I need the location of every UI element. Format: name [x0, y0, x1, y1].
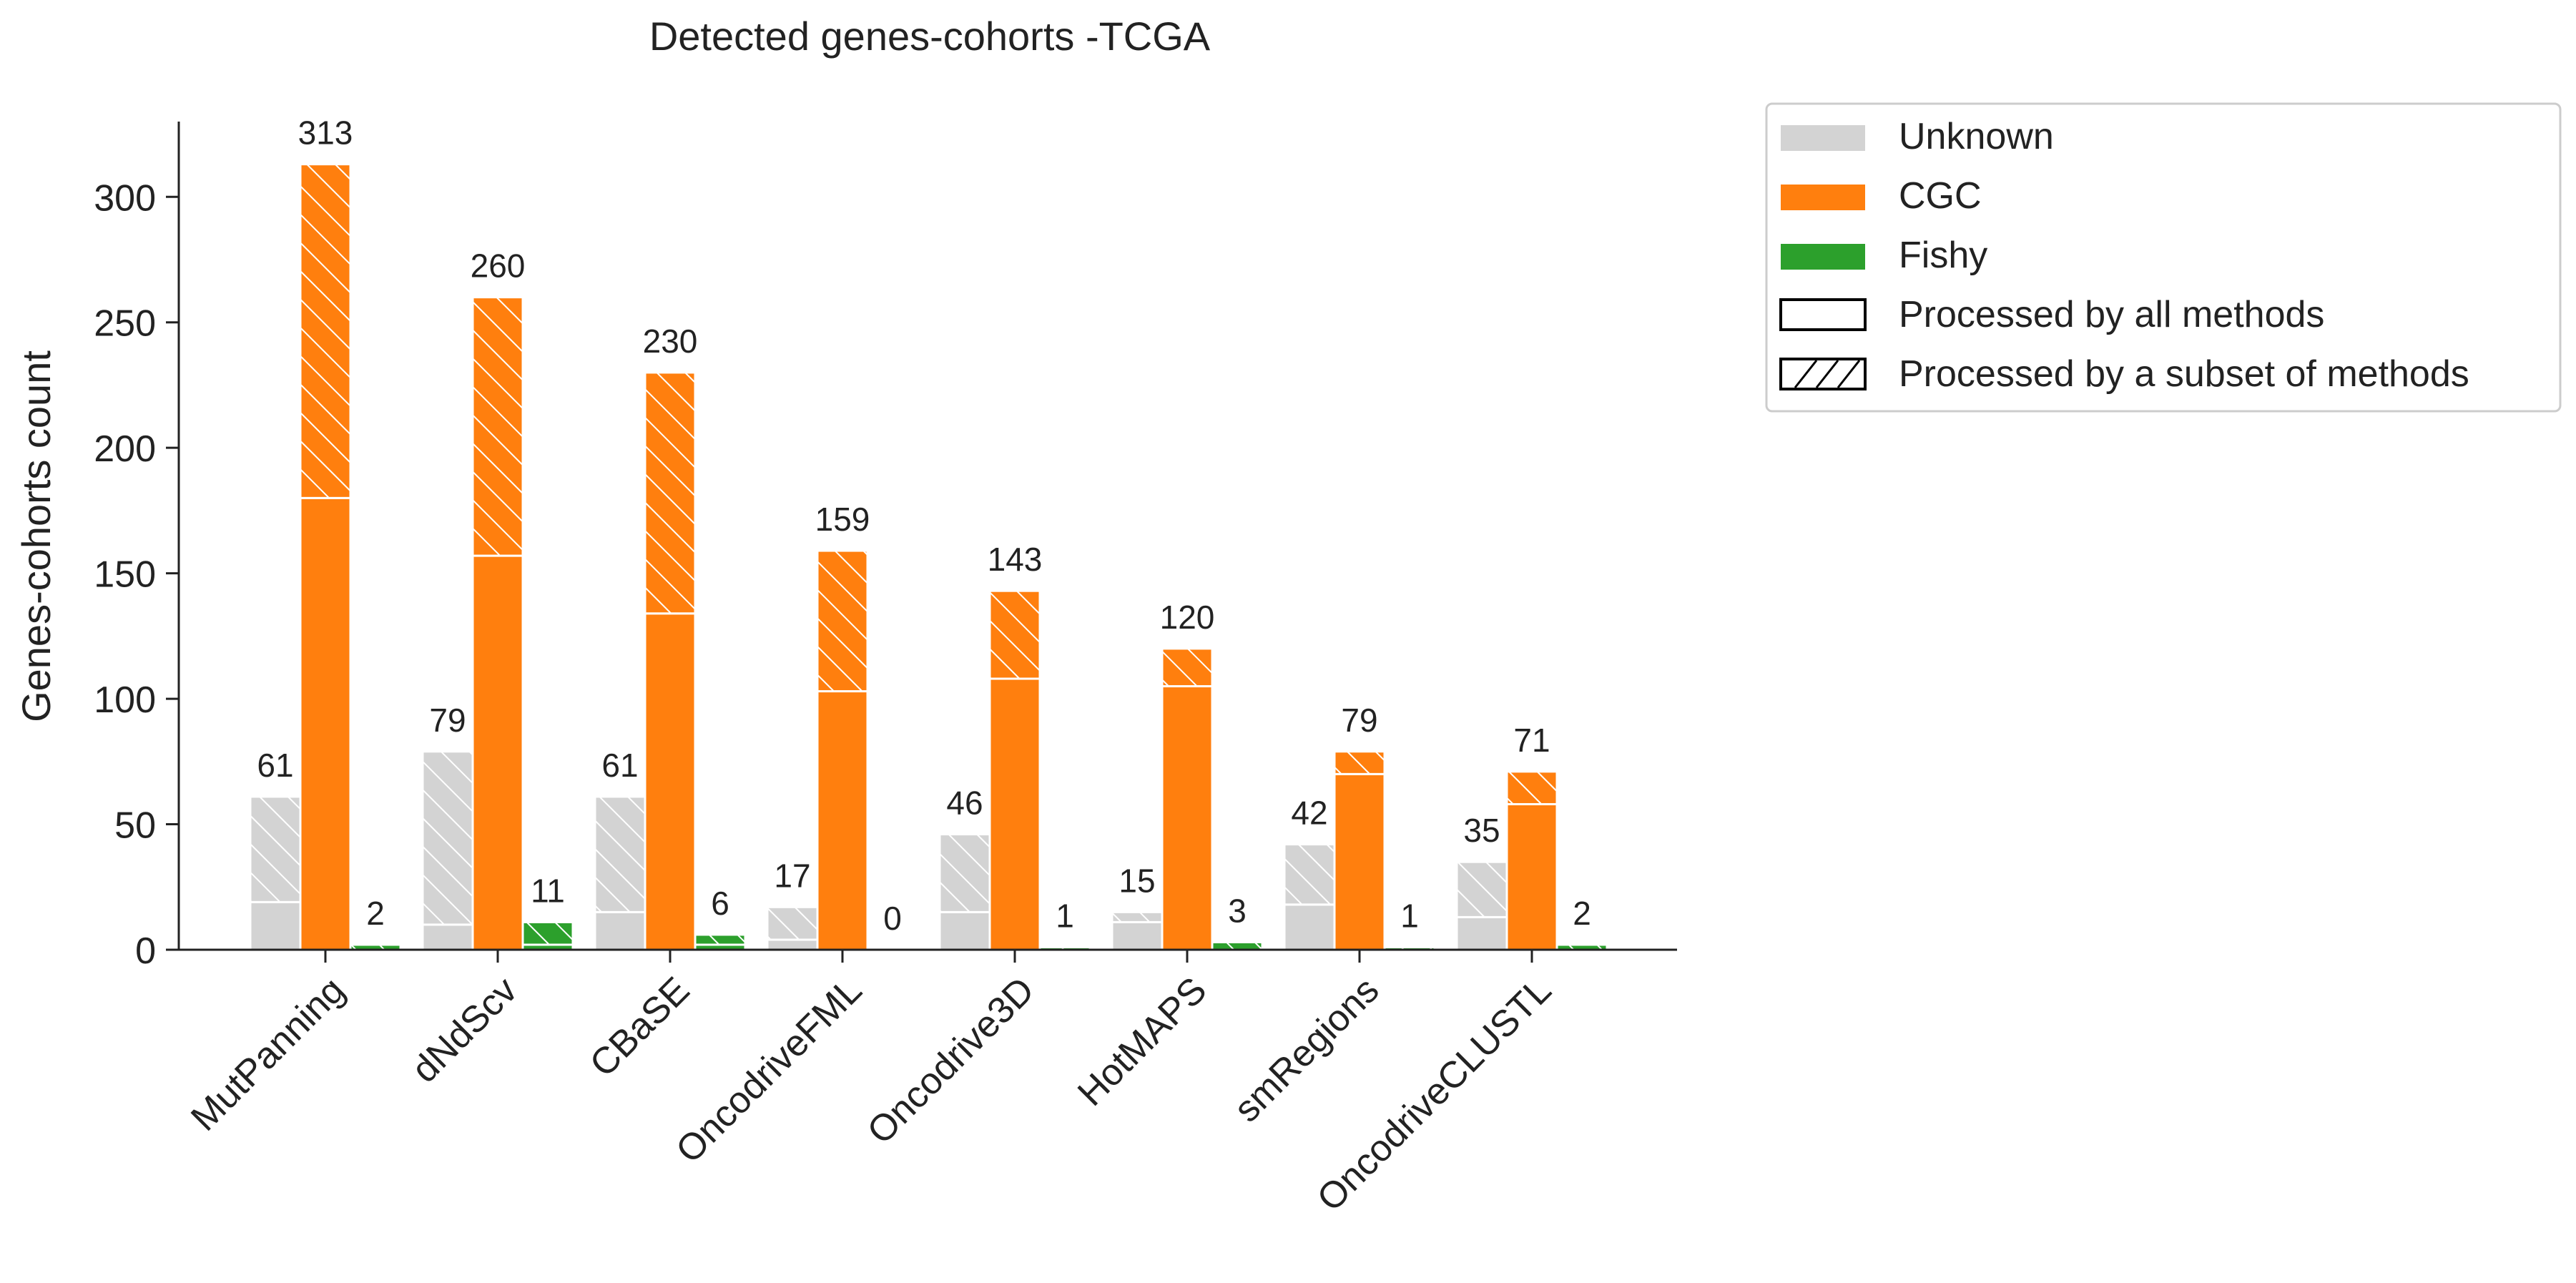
x-tick-label: MutPanning [183, 969, 353, 1139]
y-tick-label: 0 [135, 930, 156, 972]
legend-label-all-methods: Processed by all methods [1899, 294, 2324, 335]
bar-value-label: 35 [1463, 812, 1500, 849]
bar-cgc-all-methods [1333, 772, 1386, 951]
bar-unknown-all-methods [1111, 920, 1164, 951]
bar-cgc-subset-hatch [300, 164, 350, 498]
bar-fishy-subset-hatch [1212, 942, 1262, 950]
bar-cgc-subset-hatch [473, 297, 523, 556]
bar-value-label: 3 [1228, 892, 1247, 929]
bar-value-label: 159 [815, 501, 870, 538]
legend-swatch-subset-hatch [1794, 360, 1861, 388]
bar-unknown-subset-hatch [1284, 844, 1334, 905]
bar-unknown-subset-hatch [423, 751, 473, 925]
legend-frame [1765, 102, 2562, 413]
legend-label-unknown: Unknown [1899, 116, 2054, 157]
y-axis-label: Genes-cohorts count [14, 350, 59, 722]
x-tick-label: CBaSE [582, 969, 698, 1085]
bar-cgc-all-methods [988, 677, 1041, 951]
chart-title: Detected genes-cohorts -TCGA [649, 14, 1211, 59]
bar-cgc-all-methods [1505, 802, 1558, 951]
y-tick-label: 200 [94, 428, 156, 470]
y-tick-label: 300 [94, 177, 156, 219]
bar-fishy-subset-hatch [1557, 944, 1607, 950]
bar-value-label: 61 [601, 747, 638, 784]
bar-unknown-subset-hatch [595, 796, 645, 913]
x-tick-label: HotMAPS [1070, 969, 1214, 1114]
bar-unknown-subset-hatch [1112, 912, 1162, 923]
legend-swatch-cgc [1781, 185, 1865, 210]
bar-value-label: 46 [946, 785, 983, 822]
bar-cgc-subset-hatch [1507, 771, 1557, 805]
bar-value-label: 17 [774, 857, 810, 894]
x-tick-label: smRegions [1226, 969, 1387, 1130]
bar-unknown-all-methods [766, 938, 819, 951]
legend-label-cgc: CGC [1899, 175, 1982, 217]
bar-value-label: 1 [1400, 897, 1419, 934]
x-axis: MutPanning dNdScv CBaSEOncodriveFMLOncodri… [179, 948, 1677, 1219]
x-tick-label: dNdScv [404, 969, 526, 1091]
bar-fishy-subset-hatch [523, 922, 573, 945]
bar-value-label: 79 [1341, 702, 1377, 739]
bar-value-label: 79 [429, 702, 466, 739]
bar-value-label: 230 [643, 323, 698, 360]
bar-value-label: 260 [471, 247, 526, 285]
bar-fishy-subset-hatch [1040, 947, 1090, 950]
legend-label-subset-methods: Processed by a subset of methods [1899, 353, 2469, 395]
bar-value-label: 6 [711, 885, 729, 922]
x-tick-label: OncodriveFML [668, 969, 870, 1171]
bar-unknown-subset-hatch [1457, 862, 1507, 918]
legend: Unknown CGC Fishy Processed by all metho… [1765, 102, 2562, 413]
bar-value-label: 42 [1291, 795, 1327, 832]
y-tick-label: 250 [94, 303, 156, 345]
bar-unknown-all-methods [594, 910, 647, 951]
bar-value-label: 143 [988, 541, 1043, 578]
bar-cgc-all-methods [471, 554, 524, 951]
bar-fishy-subset-hatch [695, 934, 745, 945]
bar-unknown-subset-hatch [250, 796, 300, 903]
bar-value-label: 0 [883, 900, 902, 937]
legend-swatch-all-methods [1779, 298, 1867, 331]
bar-cgc-all-methods [299, 496, 352, 951]
bar-cgc-subset-hatch [645, 372, 695, 614]
bar-value-label: 11 [531, 872, 565, 909]
bar-unknown-subset-hatch [767, 907, 817, 940]
bar-unknown-all-methods [1283, 903, 1336, 951]
y-tick-label: 100 [94, 679, 156, 721]
legend-label-fishy: Fishy [1899, 235, 1987, 276]
bar-fishy-subset-hatch [1385, 947, 1435, 950]
bar-cgc-subset-hatch [1162, 648, 1212, 687]
bar-fishy-subset-hatch [350, 944, 400, 950]
bar-cgc-subset-hatch [990, 591, 1040, 679]
bar-value-label: 313 [298, 114, 353, 152]
bar-value-label: 61 [257, 747, 293, 784]
legend-swatch-subset-methods [1779, 358, 1867, 390]
bar-unknown-all-methods [249, 900, 302, 951]
x-tick-label: Oncodrive3D [860, 969, 1043, 1152]
bars-group: 61 313 2 79 260 11 61 230 6 17 159 0 46 143 1 15 120 3 42 7… [249, 114, 1608, 951]
bar-unknown-all-methods [421, 923, 474, 951]
bar-value-label: 15 [1119, 862, 1155, 899]
bar-value-label: 2 [366, 895, 385, 932]
bar-value-label: 2 [1573, 895, 1591, 932]
bar-cgc-subset-hatch [1334, 751, 1385, 775]
legend-swatch-fishy [1781, 244, 1865, 270]
bar-value-label: 71 [1513, 722, 1550, 759]
bar-cgc-all-methods [816, 690, 869, 951]
bar-value-label: 1 [1056, 897, 1074, 934]
bar-cgc-subset-hatch [817, 551, 867, 692]
legend-swatch-unknown [1781, 125, 1865, 151]
y-tick-label: 150 [94, 554, 156, 596]
y-tick-label: 50 [114, 805, 156, 847]
bar-cgc-all-methods [644, 612, 697, 951]
bar-unknown-all-methods [1455, 915, 1508, 951]
y-axis: 0 50 100 150 200 250 300 [94, 122, 180, 972]
bar-unknown-all-methods [938, 910, 991, 951]
bar-unknown-subset-hatch [940, 834, 990, 913]
bar-cgc-all-methods [1161, 685, 1214, 951]
bar-value-label: 120 [1160, 599, 1215, 636]
